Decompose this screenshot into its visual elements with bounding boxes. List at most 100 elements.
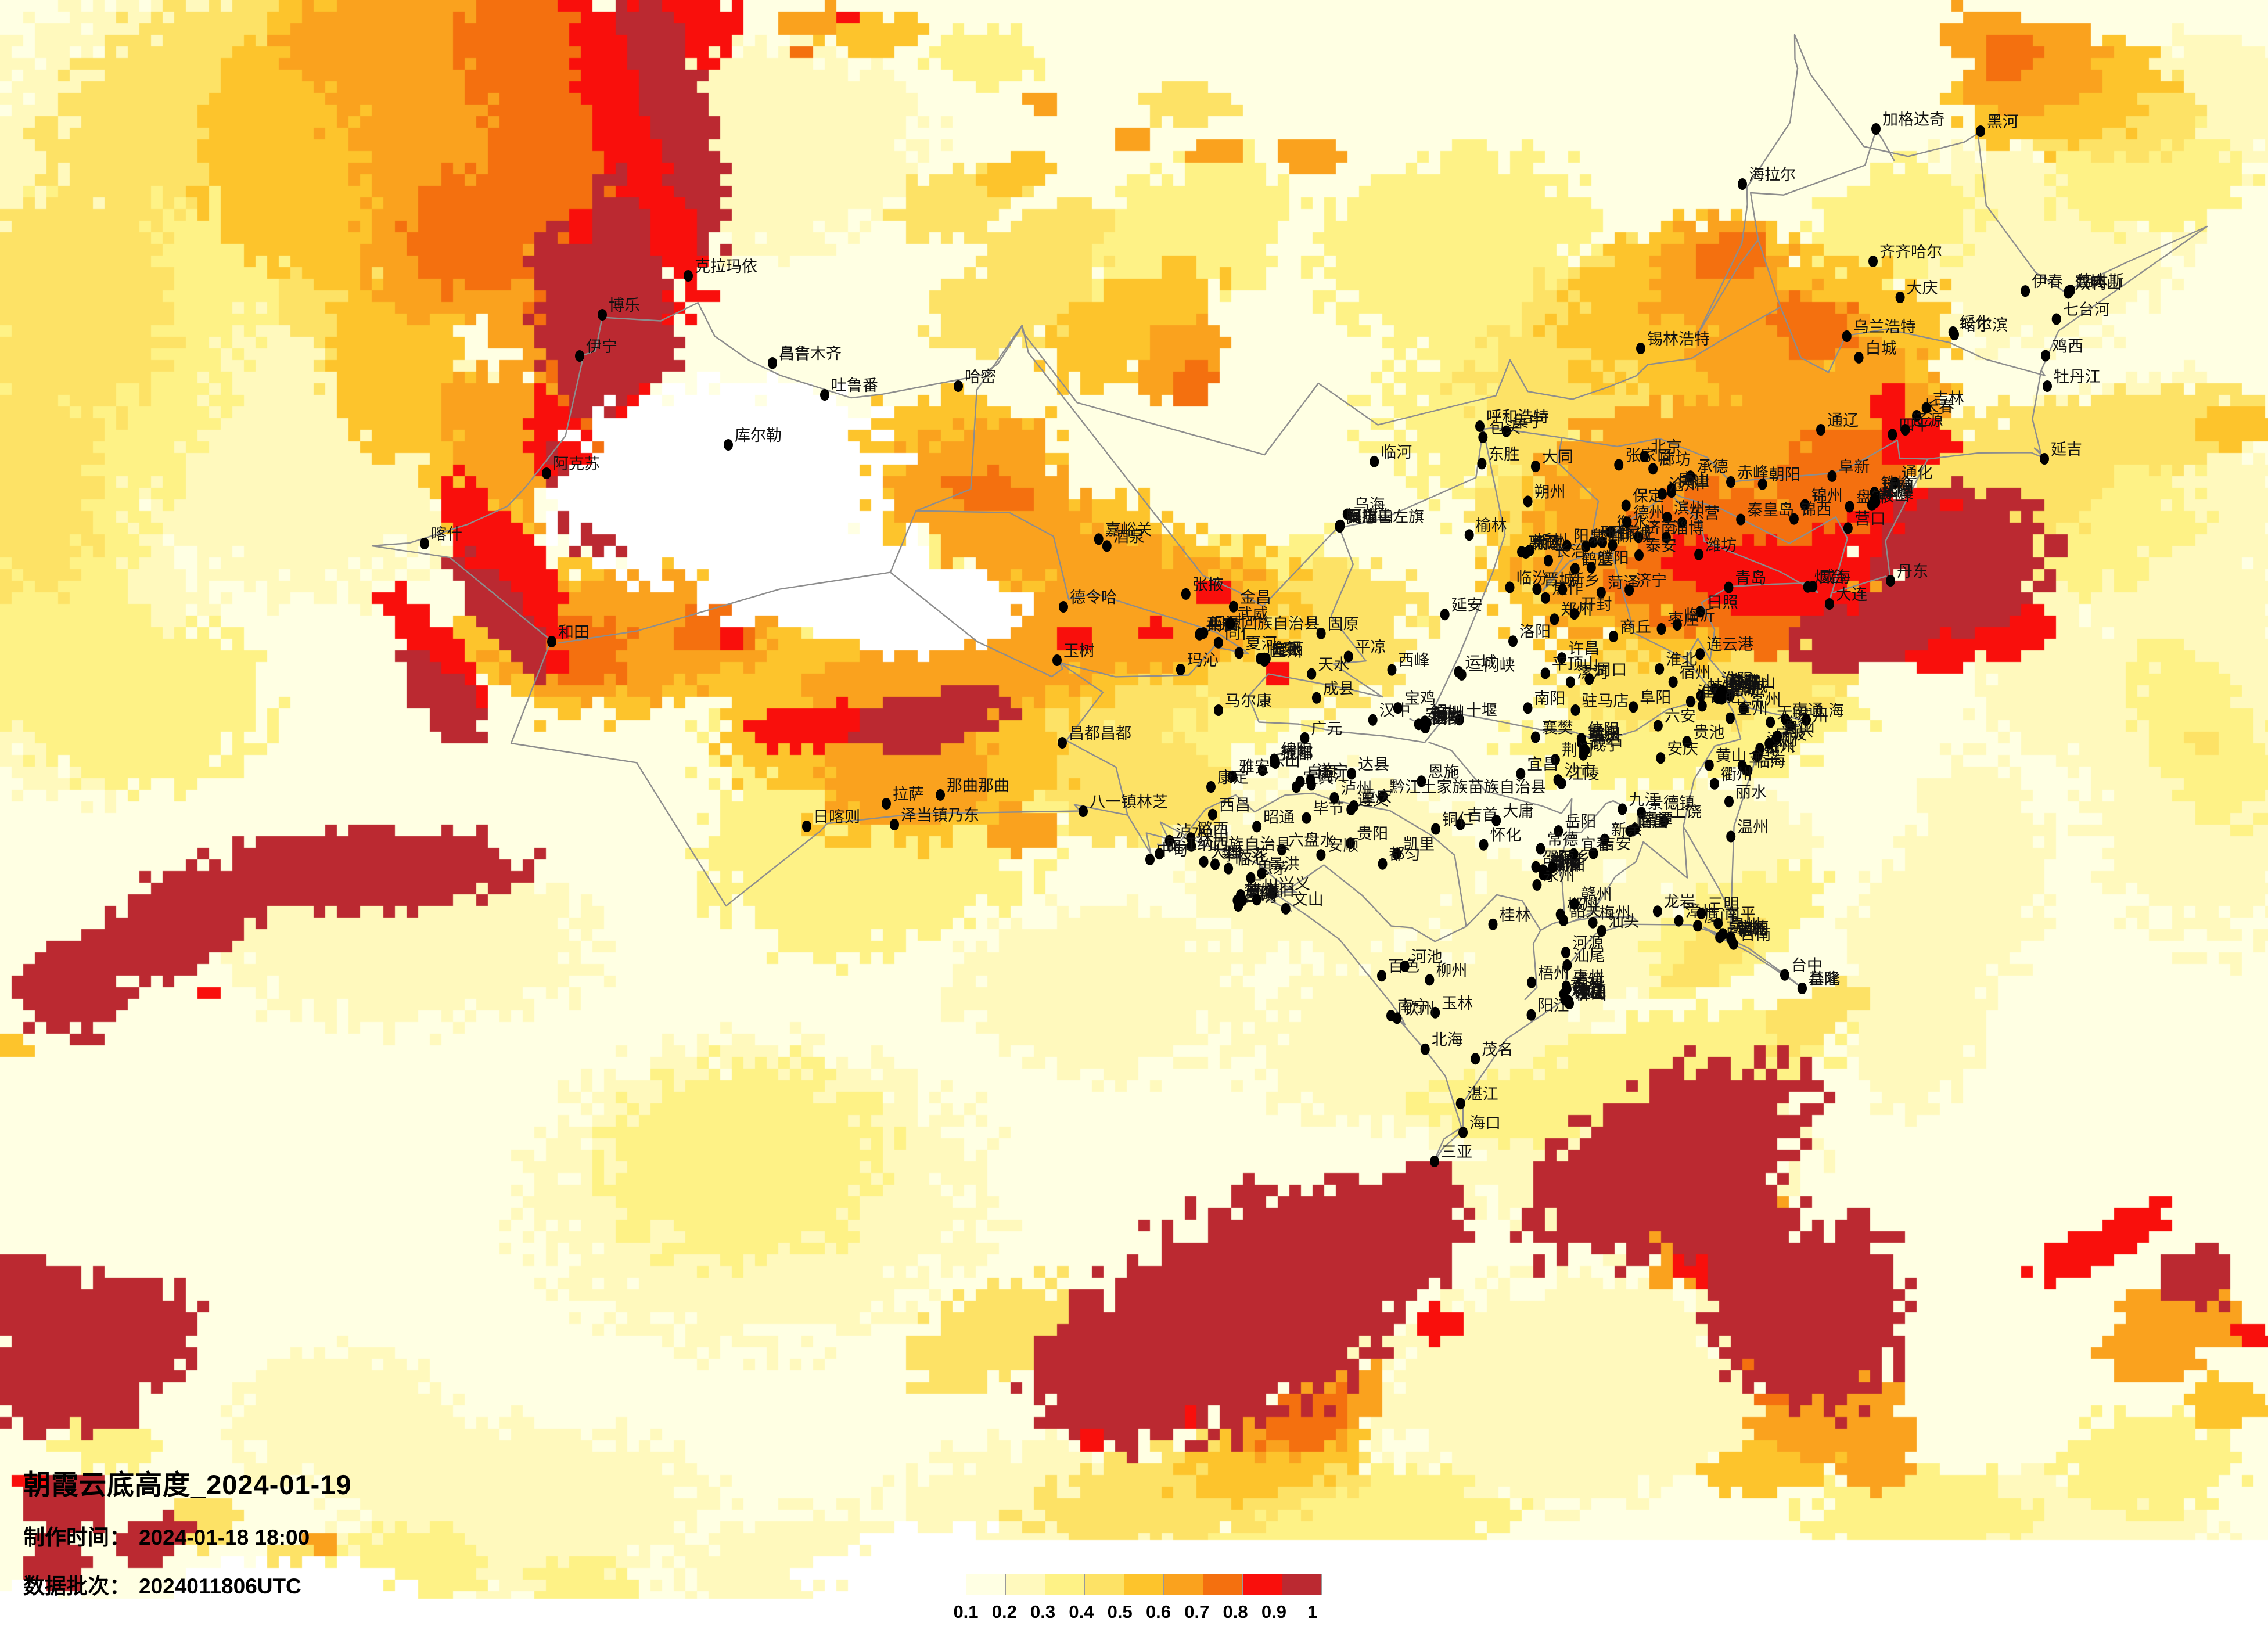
city-dot	[1277, 844, 1287, 856]
city-dot	[1753, 749, 1763, 761]
city-label: 攀枝花	[1221, 846, 1268, 864]
city-label: 澳门	[1571, 981, 1602, 999]
city-label: 沈阳	[1882, 479, 1914, 496]
city-dot	[1440, 609, 1450, 621]
border-line	[1612, 556, 1711, 660]
legend-tick-1: 1	[1307, 1602, 1318, 1622]
city-dot	[768, 357, 777, 369]
city-label: 延安	[1451, 596, 1483, 614]
city-label: 大理	[1210, 844, 1242, 861]
city-label: 淮阴	[1721, 671, 1753, 688]
city-dot	[1206, 781, 1216, 793]
city-dot	[1199, 855, 1209, 868]
city-dot	[1544, 555, 1553, 567]
city-dot	[1677, 517, 1687, 529]
city-label: 茂名	[1482, 1041, 1513, 1058]
city-label: 平顶山	[1552, 655, 1599, 672]
border-line	[1323, 864, 1467, 942]
city-dot	[1886, 575, 1895, 587]
city-label: 双鸭山	[2075, 275, 2122, 293]
city-dot	[1950, 329, 1959, 340]
city-dot	[1430, 1156, 1439, 1167]
city-label: 泉州	[1730, 916, 1761, 933]
city-dot	[1586, 562, 1596, 574]
city-label: 凯里	[1403, 836, 1435, 853]
border-line	[1428, 741, 1623, 834]
city-dot	[1145, 854, 1155, 865]
city-label: 盐城	[1737, 678, 1768, 695]
city-dot	[1232, 894, 1242, 906]
city-dot	[1614, 459, 1624, 471]
city-label: 石家庄	[1609, 524, 1656, 542]
city-dot	[1659, 815, 1669, 827]
city-dot	[1976, 125, 1985, 137]
city-label: 武汉	[1588, 724, 1619, 742]
city-dot	[1764, 738, 1774, 750]
city-label: 大庆	[1907, 279, 1938, 297]
city-dot	[1636, 343, 1645, 354]
city-label: 信阳	[1588, 721, 1619, 738]
city-dot	[1845, 501, 1854, 513]
city-dot	[575, 350, 584, 362]
city-label: 柳州	[1436, 962, 1467, 979]
city-label: 乌鲁木齐	[779, 345, 842, 362]
city-dot	[1346, 837, 1356, 850]
city-dot	[1656, 752, 1666, 764]
border-line	[1157, 794, 1285, 853]
city-label: 泰安	[1645, 537, 1677, 555]
border-line	[1573, 738, 1741, 922]
city-label: 阿拉善左旗	[1346, 508, 1424, 526]
city-label: 伊宁	[586, 338, 617, 355]
city-dot	[1682, 736, 1692, 748]
border-line	[1021, 325, 1833, 607]
city-dot	[1674, 915, 1684, 927]
city-dot	[1540, 592, 1550, 604]
city-label: 西安	[1432, 710, 1463, 727]
city-dot	[1726, 476, 1735, 488]
city-dot	[1523, 495, 1533, 508]
city-dot	[1392, 848, 1402, 860]
city-dot	[542, 467, 551, 479]
city-dot	[1569, 848, 1579, 860]
city-dot	[1488, 918, 1498, 930]
city-label: 中山	[1575, 984, 1606, 1002]
city-dot	[1694, 548, 1704, 560]
city-dot	[1530, 461, 1540, 473]
city-dot	[1709, 778, 1719, 790]
city-label: 安顺	[1327, 837, 1358, 854]
city-dot	[1704, 759, 1714, 771]
city-dot	[2040, 453, 2049, 465]
city-label: 青岛	[1735, 570, 1766, 587]
city-dot	[1565, 676, 1575, 688]
city-label: 六盘水	[1288, 832, 1335, 849]
data-batch-value: 2024011806UTC	[139, 1574, 301, 1598]
city-dot	[1471, 1053, 1480, 1065]
city-label: 福州	[1738, 922, 1769, 939]
city-dot	[1588, 916, 1598, 929]
city-label: 七台河	[2063, 301, 2110, 319]
legend-swatch-6	[1163, 1574, 1203, 1595]
city-dot	[1588, 847, 1598, 859]
city-dot	[1094, 533, 1104, 545]
city-label: 滨州	[1674, 499, 1705, 517]
city-dot	[1227, 770, 1237, 782]
city-label: 邵阳	[1543, 849, 1574, 866]
city-dot	[1302, 812, 1311, 824]
city-label: 黄州	[1589, 726, 1620, 743]
city-label: 许昌	[1568, 640, 1600, 657]
city-label: 宜春	[1580, 836, 1612, 854]
legend-tick-labels: 0.1 0.2 0.3 0.4 0.5 0.6 0.7 0.8 0.9 1	[953, 1602, 1338, 1625]
city-dot	[1766, 716, 1775, 728]
city-label: 大庸	[1503, 803, 1534, 820]
city-dot	[1637, 807, 1646, 819]
border-line	[1845, 328, 2046, 376]
city-label: 伊春	[2032, 273, 2063, 290]
city-label: 东营	[1688, 505, 1720, 522]
city-dot	[1802, 714, 1811, 726]
city-label: 承德	[1697, 458, 1728, 476]
city-label: 那曲那曲	[947, 777, 1009, 794]
city-label: 聊城	[1619, 527, 1651, 545]
city-label: 三门峡	[1468, 657, 1515, 674]
city-label: 廊坊	[1659, 451, 1691, 468]
city-dot	[1368, 714, 1378, 726]
